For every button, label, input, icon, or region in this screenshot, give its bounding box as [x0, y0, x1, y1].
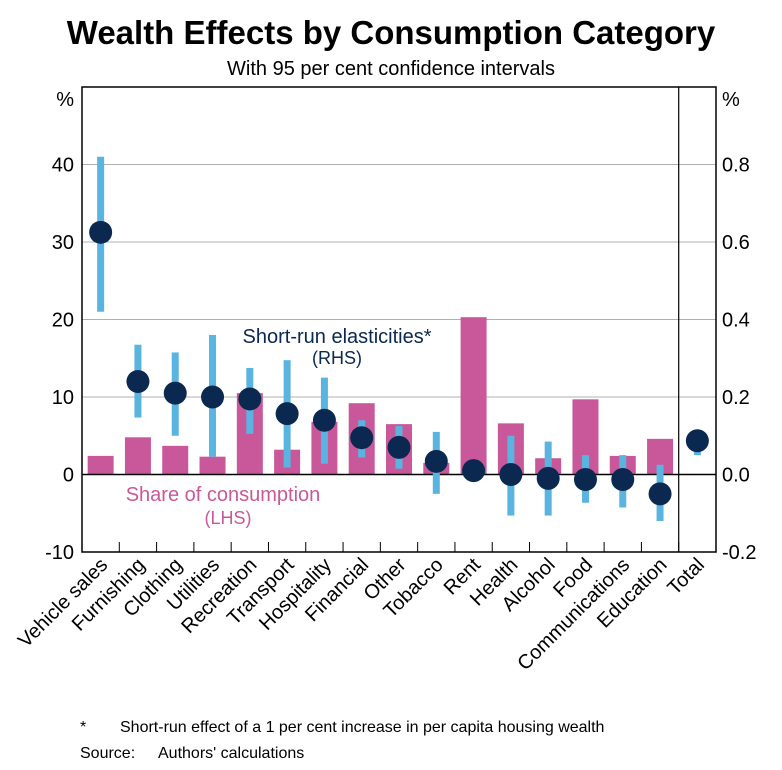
elasticity-point [201, 385, 225, 409]
source-text: Authors' calculations [158, 745, 305, 762]
footnote-text: Short-run effect of a 1 per cent increas… [120, 719, 605, 736]
left-tick-label: 40 [52, 155, 74, 177]
right-tick-label: -0.2 [722, 542, 756, 564]
right-axis-unit: % [722, 89, 740, 111]
footnote-mark: * [80, 719, 87, 736]
footnote: * Short-run effect of a 1 per cent increa… [80, 719, 604, 737]
bar-clothing [162, 445, 189, 475]
left-tick-label: 20 [52, 310, 74, 332]
elasticity-point [312, 408, 336, 432]
elasticity-point [126, 370, 150, 393]
elasticity-point [536, 466, 560, 490]
bar-utilities [199, 456, 226, 475]
chart-subtitle: With 95 per cent confidence intervals [227, 58, 555, 80]
series-label-share: Share of consumption [126, 484, 321, 506]
right-tick-label: 0.4 [722, 310, 750, 332]
left-tick-label: 30 [52, 232, 74, 254]
elasticity-point [611, 468, 635, 492]
right-tick-label: 0.0 [722, 465, 750, 487]
bar-furnishing [124, 437, 151, 475]
elasticity-point [424, 449, 448, 473]
elasticity-point [499, 463, 523, 486]
elasticity-point [275, 402, 299, 426]
series-label-share-axis: (LHS) [204, 508, 251, 528]
x-tick-label: Total [663, 554, 708, 599]
left-axis-unit: % [56, 89, 74, 111]
source-label: Source: [80, 745, 136, 762]
elasticity-point [462, 459, 486, 483]
series-label-elasticities: Short-run elasticities* [243, 326, 432, 348]
bar-vehicle-sales [87, 455, 114, 475]
elasticity-point [89, 220, 113, 244]
bar-rent [460, 317, 487, 475]
left-tick-label: 10 [52, 387, 74, 409]
source: Source: Authors' calculations [80, 745, 304, 763]
elasticity-point [163, 381, 187, 405]
left-tick-label: 0 [63, 465, 74, 487]
elasticity-point [573, 468, 597, 492]
elasticity-point [350, 426, 374, 450]
elasticity-point [387, 435, 411, 459]
chart-title: Wealth Effects by Consumption Category [66, 14, 716, 51]
right-tick-label: 0.6 [722, 232, 750, 254]
plot-frame [81, 86, 717, 553]
series-label-elasticities-axis: (RHS) [312, 348, 362, 368]
left-tick-label: -10 [45, 542, 74, 564]
right-tick-label: 0.2 [722, 387, 750, 409]
elasticity-point [685, 429, 709, 453]
elasticity-point [648, 482, 672, 506]
elasticity-point [238, 387, 262, 411]
right-tick-label: 0.8 [722, 155, 750, 177]
